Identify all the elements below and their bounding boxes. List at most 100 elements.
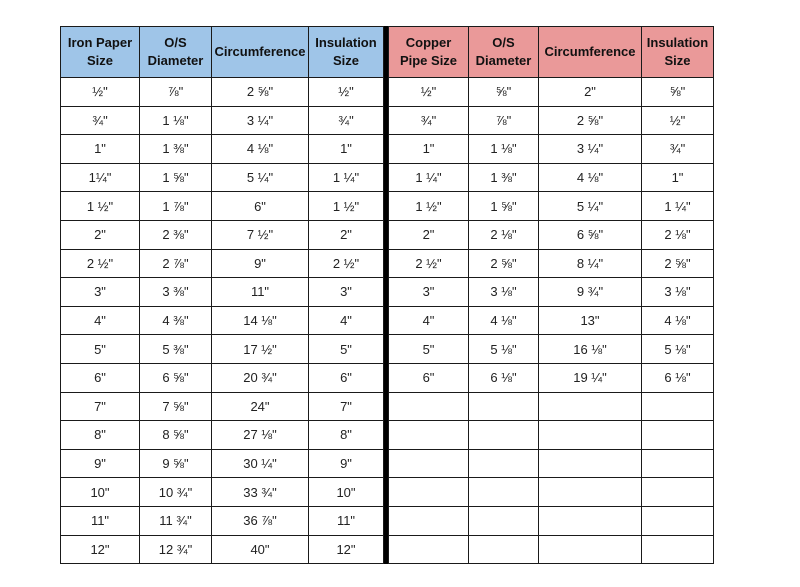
table-cell: [538, 505, 642, 536]
table-cell: [388, 391, 469, 422]
iron-table-body: ½" ⅞" 2 ⅝" ½" ¾" 1 ⅛" 3 ¼" ¾" 1" 1 ⅜" 4 ⅛" 1" 1¼" 1 ⅝…: [60, 77, 384, 565]
table-cell: 1 ⅜": [139, 134, 212, 164]
table-cell: 4 ⅛": [538, 162, 642, 193]
table-row: 1" 1 ⅛" 3 ¼" ¾": [388, 134, 714, 164]
table-cell: 1": [388, 134, 469, 164]
table-cell: [388, 420, 469, 450]
table-cell: 3 ⅜": [139, 277, 212, 307]
table-cell: 11 ¾": [139, 505, 212, 536]
table-row: 1¼" 1 ⅝" 5 ¼" 1 ¼": [60, 162, 384, 193]
table-cell: 1 ¼": [308, 162, 384, 193]
table-row: ¾" ⅞" 2 ⅝" ½": [388, 105, 714, 136]
table-cell: 3 ¼": [538, 134, 642, 164]
table-cell: 16 ⅛": [538, 334, 642, 364]
table-cell: 9": [308, 448, 384, 479]
table-cell: ½": [388, 77, 469, 107]
column-header: O/S Diameter: [139, 26, 212, 78]
table-cell: 1 ⅞": [139, 191, 212, 221]
table-cell: 11": [308, 505, 384, 536]
table-cell: 5": [388, 334, 469, 364]
table-row: 3" 3 ⅜" 11" 3": [60, 277, 384, 307]
table-row: 11" 11 ¾" 36 ⅞" 11": [60, 505, 384, 536]
table-cell: [641, 505, 714, 536]
table-row: [388, 477, 714, 507]
table-cell: [388, 477, 469, 507]
table-cell: 6": [211, 191, 309, 221]
table-row: 10" 10 ¾" 33 ¾" 10": [60, 477, 384, 507]
table-cell: [538, 534, 642, 565]
table-cell: 1 ¼": [388, 162, 469, 193]
table-cell: 5 ⅛": [468, 334, 539, 364]
table-cell: 4 ⅜": [139, 305, 212, 336]
table-cell: 10 ¾": [139, 477, 212, 507]
table-row: 7" 7 ⅝" 24" 7": [60, 391, 384, 422]
table-cell: [538, 477, 642, 507]
table-cell: 5 ⅜": [139, 334, 212, 364]
table-cell: 11": [60, 505, 140, 536]
table-section-divider: [384, 26, 388, 565]
table-cell: [468, 505, 539, 536]
table-cell: [641, 477, 714, 507]
table-cell: ½": [641, 105, 714, 136]
table-cell: ¾": [388, 105, 469, 136]
iron-table-header: Iron Paper Size O/S Diameter Circumference…: [60, 26, 384, 78]
table-cell: 2 ⅛": [468, 219, 539, 250]
table-cell: ⅞": [468, 105, 539, 136]
table-cell: [538, 420, 642, 450]
table-row: 4" 4 ⅜" 14 ⅛" 4": [60, 305, 384, 336]
table-cell: 7": [308, 391, 384, 422]
table-cell: 2 ½": [388, 248, 469, 279]
table-cell: 2 ⅝": [538, 105, 642, 136]
table-cell: 10": [308, 477, 384, 507]
table-cell: 14 ⅛": [211, 305, 309, 336]
table-row: [388, 534, 714, 565]
column-header: Insulation Size: [308, 26, 384, 78]
table-cell: 30 ¼": [211, 448, 309, 479]
table-cell: [641, 391, 714, 422]
table-row: 1 ½" 1 ⅞" 6" 1 ½": [60, 191, 384, 221]
table-cell: 1 ⅛": [468, 134, 539, 164]
table-row: 1" 1 ⅜" 4 ⅛" 1": [60, 134, 384, 164]
table-cell: 5": [60, 334, 140, 364]
table-row: ½" ⅝" 2" ⅝": [388, 77, 714, 107]
table-cell: 6 ⅝": [538, 219, 642, 250]
table-row: 5" 5 ⅜" 17 ½" 5": [60, 334, 384, 364]
table-row: 9" 9 ⅝" 30 ¼" 9": [60, 448, 384, 479]
table-cell: ¾": [641, 134, 714, 164]
table-cell: 36 ⅞": [211, 505, 309, 536]
table-cell: 20 ¾": [211, 362, 309, 393]
table-cell: 2": [308, 219, 384, 250]
table-cell: [538, 391, 642, 422]
table-row: 4" 4 ⅛" 13" 4 ⅛": [388, 305, 714, 336]
table-cell: 4 ⅛": [211, 134, 309, 164]
table-cell: 3": [60, 277, 140, 307]
table-cell: 1 ⅜": [468, 162, 539, 193]
table-cell: 5": [308, 334, 384, 364]
table-cell: 1 ⅛": [139, 105, 212, 136]
table-cell: 6 ⅛": [468, 362, 539, 393]
table-cell: ¾": [60, 105, 140, 136]
table-cell: [641, 420, 714, 450]
table-cell: 8": [60, 420, 140, 450]
table-cell: 2 ⅝": [468, 248, 539, 279]
table-cell: ½": [308, 77, 384, 107]
table-cell: ⅝": [468, 77, 539, 107]
table-cell: 2": [538, 77, 642, 107]
iron-paper-size-table: Iron Paper Size O/S Diameter Circumference…: [60, 26, 384, 565]
table-cell: 1 ⅝": [139, 162, 212, 193]
table-row: 12" 12 ¾" 40" 12": [60, 534, 384, 565]
table-cell: 3 ¼": [211, 105, 309, 136]
table-cell: 9 ¾": [538, 277, 642, 307]
table-row: 8" 8 ⅝" 27 ⅛" 8": [60, 420, 384, 450]
table-cell: 1 ⅝": [468, 191, 539, 221]
table-cell: 17 ½": [211, 334, 309, 364]
table-cell: 8": [308, 420, 384, 450]
table-row: [388, 505, 714, 536]
table-row: 2 ½" 2 ⅞" 9" 2 ½": [60, 248, 384, 279]
table-cell: 7": [60, 391, 140, 422]
table-cell: 9": [60, 448, 140, 479]
table-cell: 10": [60, 477, 140, 507]
column-header: Circumference: [211, 26, 309, 78]
table-cell: 27 ⅛": [211, 420, 309, 450]
table-cell: [468, 420, 539, 450]
